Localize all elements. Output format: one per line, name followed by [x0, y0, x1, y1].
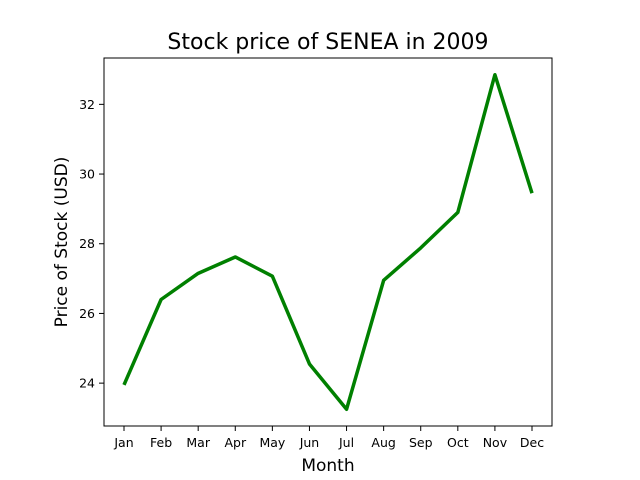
y-tick-label: 28: [79, 236, 95, 251]
y-tick-label: 30: [79, 167, 95, 182]
series-line: [122, 72, 534, 412]
x-tick-label: Aug: [371, 435, 395, 450]
x-tick-label: Sep: [409, 435, 433, 450]
x-tick-label: Dec: [520, 435, 544, 450]
series-layer: [122, 72, 534, 412]
y-axis-label: Price of Stock (USD): [52, 157, 72, 328]
x-tick-label: Apr: [224, 435, 246, 450]
x-tick-label: Jan: [113, 435, 133, 450]
y-tick-label: 32: [79, 97, 95, 112]
y-tick-label: 24: [79, 376, 95, 391]
plot-area-frame: [103, 57, 553, 427]
x-tick-label: Jul: [338, 435, 354, 450]
x-tick-label: Oct: [447, 435, 469, 450]
x-axis-label: Month: [301, 456, 354, 476]
axis-ticks: Jan Feb Mar Apr May Jun Jul Aug Sep Oct Nov Dec 24 26…: [79, 97, 544, 450]
y-tick-label: 26: [79, 306, 95, 321]
x-tick-label: May: [259, 435, 285, 450]
x-tick-label: Feb: [150, 435, 172, 450]
x-tick-label: Mar: [186, 435, 210, 450]
chart-title: Stock price of SENEA in 2009: [167, 30, 488, 55]
x-tick-label: Jun: [299, 435, 320, 450]
x-tick-label: Nov: [483, 435, 508, 450]
